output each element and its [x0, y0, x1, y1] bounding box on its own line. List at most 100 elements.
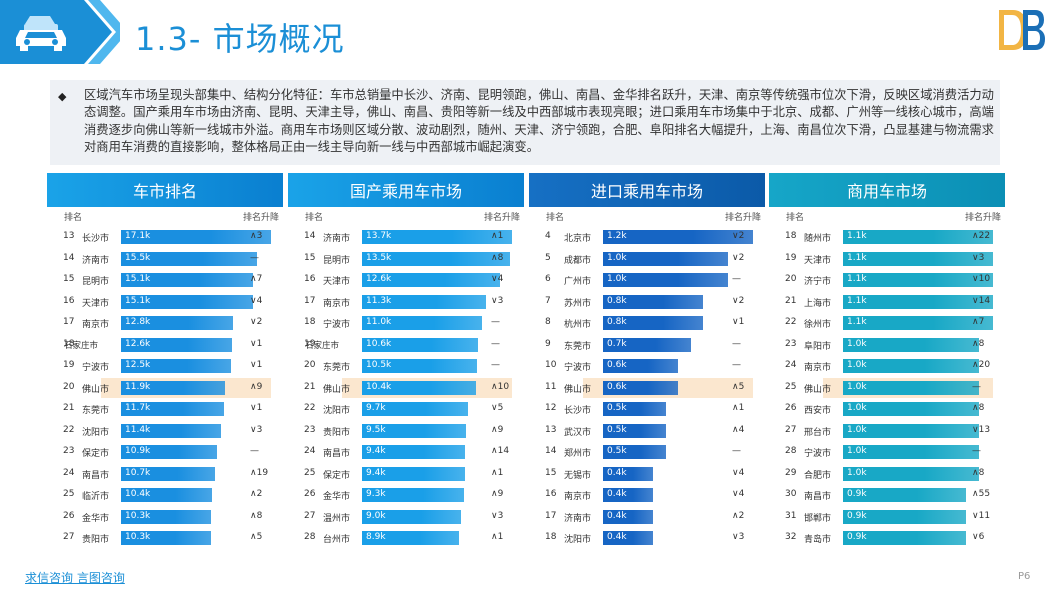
row-city: 宁波市 — [804, 449, 832, 459]
value-bar — [121, 359, 231, 373]
row-rank: 21 — [304, 381, 316, 392]
value-bar — [843, 359, 979, 373]
value-bar — [843, 466, 979, 481]
rank-change: ∧5 — [250, 532, 263, 542]
table-row: 5 成都市 1.0k ∨2 — [529, 249, 765, 269]
value-bar — [843, 316, 993, 330]
table-row: 27 邢台市 1.0k ∨13 — [769, 421, 1005, 441]
row-city: 郑州市 — [564, 449, 592, 459]
bar-value-label: 1.0k — [847, 381, 867, 392]
row-rank: 12 — [545, 403, 557, 413]
row-city: 天津市 — [804, 255, 832, 266]
value-bar — [121, 423, 221, 438]
bar-value-label: 0.4k — [607, 510, 627, 521]
rank-change: — — [972, 381, 981, 392]
rank-change: ∨1 — [732, 317, 745, 327]
value-bar — [121, 230, 271, 244]
row-city: 贵阳市 — [323, 427, 351, 438]
value-bar — [121, 380, 225, 395]
row-rank: 14 — [304, 231, 316, 241]
bar-value-label: 15.1k — [125, 274, 151, 284]
value-bar — [843, 273, 993, 287]
bar-value-label: 0.4k — [607, 489, 627, 499]
table-row: 27 贵阳市 10.3k ∧5 — [47, 528, 283, 548]
panel-title: 车市排名 — [47, 173, 283, 207]
row-rank: 6 — [545, 274, 551, 284]
bar-value-label: 1.1k — [847, 317, 867, 327]
bar-value-label: 0.5k — [607, 446, 627, 456]
row-city: 合肥市 — [804, 470, 832, 481]
rank-change: — — [250, 446, 259, 456]
row-rank: 18 — [785, 231, 797, 241]
bar-value-label: 0.6k — [607, 360, 627, 370]
row-city: 石家庄市 — [305, 340, 340, 351]
table-row: 27 温州市 9.0k ∨3 — [288, 507, 524, 527]
row-city: 宁波市 — [82, 363, 110, 373]
row-city: 佛山市 — [804, 384, 832, 395]
rank-change: ∨4 — [250, 295, 263, 306]
value-bar — [843, 380, 979, 395]
row-city: 北京市 — [564, 234, 592, 244]
rank-change: ∧8 — [250, 510, 263, 521]
table-row: 4 北京市 1.2k ∨2 — [529, 227, 765, 247]
table-row: 21 佛山市 10.4k ∧10 — [288, 378, 524, 398]
row-city: 南京市 — [323, 298, 351, 309]
row-city: 苏州市 — [564, 298, 592, 309]
rank-change: ∧5 — [732, 381, 745, 392]
row-rank: 26 — [304, 489, 316, 499]
bar-value-label: 0.9k — [847, 489, 867, 499]
value-bar — [362, 509, 461, 524]
value-bar — [121, 445, 217, 459]
value-bar — [362, 359, 477, 373]
rank-change: ∧9 — [491, 424, 504, 435]
row-city: 石家庄市 — [64, 340, 99, 351]
row-city: 保定市 — [82, 449, 110, 459]
rank-change: ∨11 — [972, 510, 991, 521]
bar-value-label: 1.0k — [847, 338, 867, 349]
rank-change: ∨2 — [732, 252, 745, 263]
bar-value-label: 12.6k — [366, 274, 392, 284]
row-rank: 24 — [785, 360, 797, 370]
value-bar — [843, 337, 979, 352]
bar-value-label: 0.6k — [607, 381, 627, 392]
rank-change: ∧20 — [972, 360, 991, 370]
bar-value-label: 10.9k — [125, 446, 151, 456]
table-row: 25 佛山市 1.0k — — [769, 378, 1005, 398]
table-row: 13 武汉市 0.5k ∧4 — [529, 421, 765, 441]
row-rank: 19 — [785, 252, 797, 263]
rank-change: — — [732, 274, 741, 284]
row-rank: 21 — [63, 403, 75, 413]
row-rank: 20 — [785, 274, 797, 284]
bar-value-label: 13.7k — [366, 231, 392, 241]
row-rank: 13 — [63, 231, 75, 241]
footer-source-link[interactable]: 求信咨询 言图咨询 — [25, 571, 125, 585]
value-bar — [603, 230, 753, 244]
rank-change: — — [732, 338, 741, 349]
column-header: 排名 排名升降 — [769, 210, 1005, 224]
table-row: 22 沈阳市 11.4k ∨3 — [47, 421, 283, 441]
value-bar — [121, 316, 233, 330]
row-city: 金华市 — [323, 492, 351, 502]
row-city: 邯郸市 — [804, 513, 832, 524]
rank-change: — — [250, 252, 259, 263]
table-row: 15 无锡市 0.4k ∨4 — [529, 464, 765, 484]
row-city: 武汉市 — [564, 427, 592, 438]
rank-change: ∧22 — [972, 231, 991, 241]
row-rank: 23 — [63, 446, 75, 456]
row-rank: 29 — [785, 467, 797, 478]
rank-change: ∨14 — [972, 295, 991, 306]
bar-value-label: 1.0k — [847, 467, 867, 478]
row-city: 成都市 — [564, 255, 592, 266]
rank-change: ∧4 — [732, 424, 745, 435]
rank-change: ∨3 — [732, 532, 745, 542]
row-city: 随州市 — [804, 234, 832, 244]
table-row: 22 沈阳市 9.7k ∨5 — [288, 399, 524, 419]
bar-value-label: 11.7k — [125, 403, 151, 413]
row-rank: 10 — [545, 360, 557, 370]
row-rank: 18 — [545, 532, 557, 542]
column-header: 排名 排名升降 — [529, 210, 765, 224]
row-city: 南京市 — [82, 320, 110, 330]
rank-change: ∧8 — [491, 252, 504, 263]
row-city: 阜阳市 — [804, 341, 832, 352]
row-rank: 14 — [545, 446, 557, 456]
